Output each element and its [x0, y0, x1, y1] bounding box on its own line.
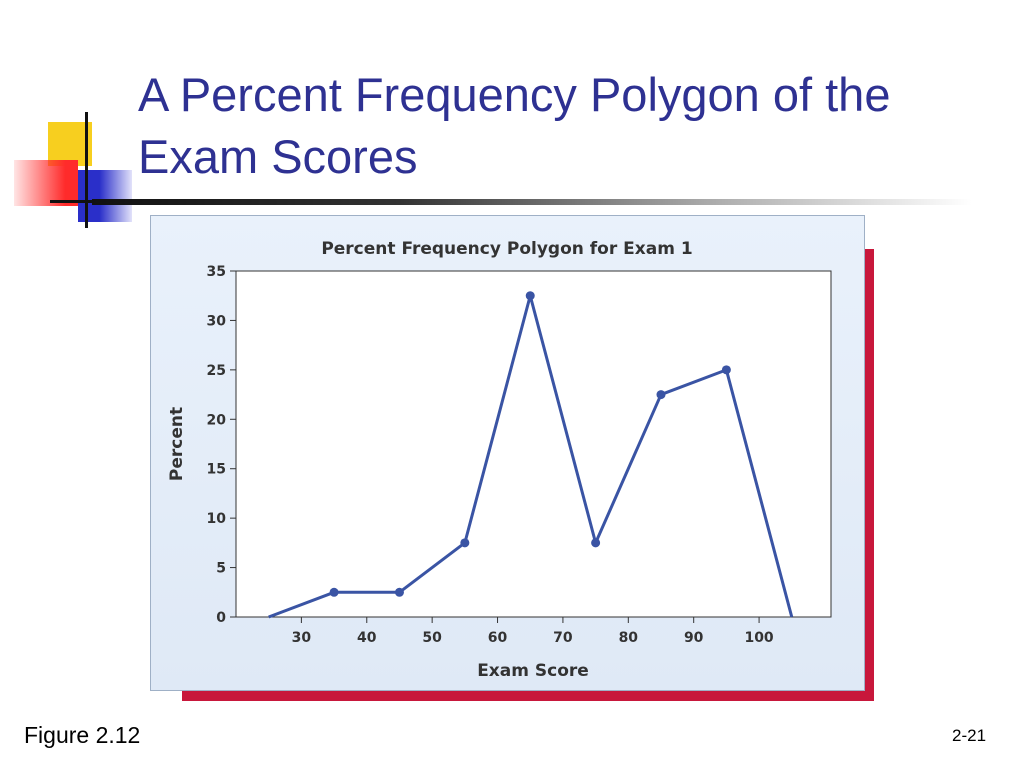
data-point [656, 390, 666, 400]
chart-panel: Percent Frequency Polygon for Exam 1 0 5 1… [150, 215, 865, 691]
logo-yellow-square [48, 122, 92, 166]
frequency-polygon-chart: Percent Frequency Polygon for Exam 1 0 5 1… [167, 239, 832, 681]
chart-title: Percent Frequency Polygon for Exam 1 [321, 239, 692, 259]
x-tick-label: 40 [357, 630, 377, 646]
y-tick-label: 15 [207, 462, 226, 478]
y-tick-label: 10 [207, 511, 227, 527]
y-tick-label: 0 [216, 610, 226, 626]
x-tick-label: 80 [619, 630, 639, 646]
x-tick-label: 100 [744, 630, 773, 646]
x-tick-label: 30 [292, 630, 312, 646]
x-tick-label: 60 [488, 630, 508, 646]
x-axis-label: Exam Score [477, 661, 589, 681]
page-number: 2-21 [952, 726, 987, 745]
x-tick-label: 70 [553, 630, 573, 646]
y-tick-label: 30 [207, 313, 227, 329]
y-tick-label: 35 [207, 264, 226, 280]
y-tick-label: 5 [216, 561, 226, 577]
x-tick-label: 50 [422, 630, 442, 646]
x-tick-label: 90 [684, 630, 704, 646]
figure-label: Figure 2.12 [24, 722, 141, 748]
title-rule [92, 199, 972, 205]
data-point [394, 587, 404, 597]
slide-title: A Percent Frequency Polygon of the Exam … [138, 68, 891, 183]
y-tick-label: 20 [207, 412, 227, 428]
x-axis: 30 40 50 60 70 80 90 100 [292, 617, 774, 646]
data-point [591, 538, 601, 548]
y-axis-label: Percent [167, 407, 187, 481]
data-point [460, 538, 470, 548]
plot-area [235, 270, 832, 618]
y-tick-label: 25 [207, 363, 226, 379]
y-axis: 0 5 10 15 20 25 30 35 [207, 264, 236, 626]
data-point [329, 587, 339, 597]
logo-red-square [14, 160, 78, 206]
data-point [525, 291, 535, 301]
series-layer [268, 291, 794, 619]
logo-vertical-line [85, 112, 88, 228]
data-point [721, 365, 731, 375]
corner-logo [0, 0, 142, 230]
